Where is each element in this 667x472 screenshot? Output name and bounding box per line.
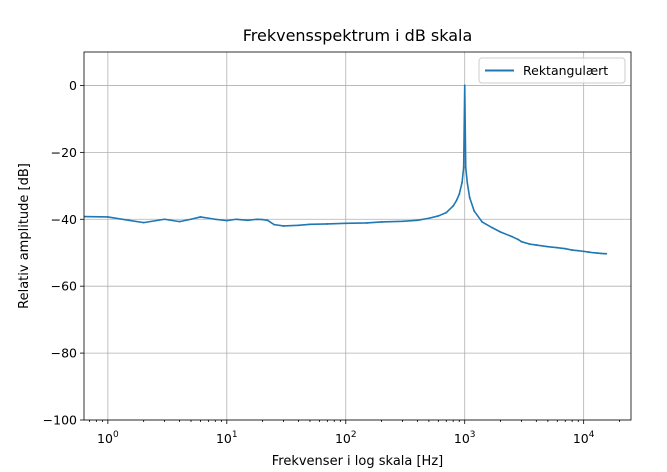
data-point bbox=[225, 219, 228, 222]
data-point bbox=[235, 218, 238, 221]
data-point bbox=[380, 221, 383, 223]
data-point bbox=[473, 210, 476, 212]
legend: Rektangulært bbox=[478, 57, 626, 84]
data-point bbox=[592, 251, 594, 254]
data-point bbox=[199, 216, 202, 218]
x-axis-label: Frekvenser i log skala [Hz] bbox=[272, 454, 443, 469]
data-point bbox=[511, 235, 513, 238]
data-point bbox=[416, 219, 419, 222]
data-point bbox=[106, 216, 109, 218]
data-point bbox=[481, 221, 483, 223]
data-point bbox=[464, 166, 467, 169]
data-point bbox=[582, 250, 585, 253]
data-point bbox=[428, 217, 430, 220]
data-point bbox=[261, 218, 264, 221]
data-point bbox=[605, 252, 608, 255]
data-point bbox=[214, 218, 217, 221]
series-line-rektangulaert bbox=[84, 84, 607, 255]
data-point bbox=[455, 199, 458, 202]
data-point bbox=[452, 204, 455, 207]
y-tick-label: −80 bbox=[51, 346, 77, 361]
data-point bbox=[577, 249, 580, 252]
data-point bbox=[344, 222, 347, 225]
chart-title: Frekvensspektrum i dB skala bbox=[243, 26, 473, 45]
data-point bbox=[190, 218, 192, 221]
data-point bbox=[556, 246, 559, 249]
y-axis-label: Relativ amplitude [dB] bbox=[17, 163, 32, 309]
data-point bbox=[600, 252, 602, 255]
data-point bbox=[178, 220, 181, 223]
data-point bbox=[517, 238, 519, 241]
legend-box bbox=[478, 57, 626, 84]
data-point bbox=[603, 252, 606, 255]
data-point bbox=[256, 218, 259, 221]
data-point bbox=[491, 226, 494, 229]
data-point bbox=[163, 218, 166, 221]
data-point bbox=[468, 196, 471, 199]
data-point bbox=[445, 211, 448, 214]
data-layer bbox=[84, 84, 608, 255]
data-point bbox=[127, 219, 130, 222]
data-point bbox=[461, 181, 463, 184]
legend-label: Rektangulært bbox=[523, 63, 608, 78]
data-point bbox=[528, 243, 531, 245]
data-point bbox=[282, 225, 285, 227]
x-minor-ticks bbox=[89, 420, 620, 422]
y-tick-label: −60 bbox=[51, 279, 77, 294]
y-tick-label: −40 bbox=[51, 212, 77, 227]
data-point bbox=[365, 222, 368, 224]
data-point bbox=[571, 249, 574, 251]
data-point bbox=[246, 219, 249, 222]
data-point bbox=[499, 231, 502, 233]
data-point bbox=[466, 181, 469, 184]
y-tick-label: −100 bbox=[43, 413, 77, 428]
data-point bbox=[309, 223, 311, 226]
y-tick-label: −20 bbox=[51, 145, 77, 160]
plot-frame bbox=[83, 51, 632, 421]
data-point bbox=[401, 220, 404, 223]
data-point bbox=[142, 221, 145, 224]
data-point bbox=[463, 84, 466, 87]
y-tick-label: 0 bbox=[69, 78, 77, 93]
data-point bbox=[462, 166, 465, 169]
data-point bbox=[273, 223, 276, 226]
data-point bbox=[535, 244, 538, 246]
data-point bbox=[437, 215, 440, 217]
data-point bbox=[520, 240, 523, 243]
data-point bbox=[546, 245, 549, 248]
data-point bbox=[596, 252, 599, 254]
data-point bbox=[297, 224, 300, 227]
data-point bbox=[458, 193, 461, 196]
data-points bbox=[84, 84, 608, 255]
data-point bbox=[326, 223, 329, 225]
data-point bbox=[266, 219, 269, 222]
data-point bbox=[564, 247, 567, 250]
data-point bbox=[587, 251, 590, 253]
